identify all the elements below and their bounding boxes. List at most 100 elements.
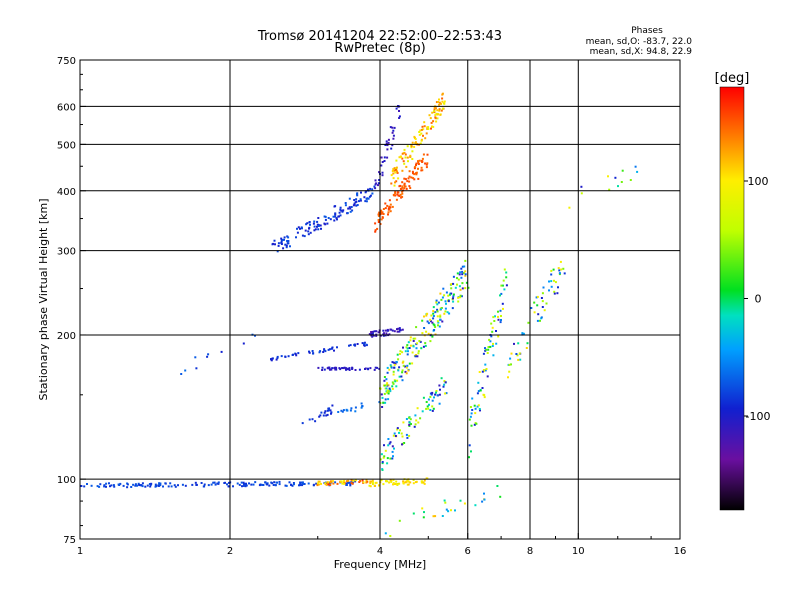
data-point [369, 194, 372, 197]
data-point [367, 368, 370, 371]
data-point [382, 213, 385, 215]
data-point [438, 325, 441, 328]
data-point [195, 367, 198, 370]
data-point [431, 125, 433, 128]
data-point [433, 108, 436, 111]
data-point [200, 482, 203, 484]
data-point [454, 286, 457, 289]
data-point [401, 169, 404, 172]
data-point [550, 273, 553, 276]
data-point [327, 348, 330, 351]
data-point [164, 482, 167, 485]
data-point [539, 319, 541, 322]
x-axis-ticks: 1 2 4 6 8 10 16 [77, 533, 686, 557]
data-point [456, 272, 459, 275]
data-point [421, 125, 424, 128]
x-tick-label: 4 [377, 546, 383, 557]
data-point [332, 215, 335, 218]
data-point [412, 172, 414, 175]
data-point [495, 330, 497, 332]
data-point [276, 250, 279, 253]
data-point [307, 482, 310, 485]
data-point [392, 382, 395, 385]
data-point [508, 363, 511, 366]
data-point [473, 423, 476, 426]
data-point [387, 392, 390, 395]
data-point [414, 423, 417, 426]
data-point [242, 481, 245, 484]
data-point [406, 180, 409, 183]
data-point [312, 484, 315, 487]
data-point [295, 236, 297, 239]
data-point [280, 355, 283, 358]
x-tick-label: 6 [465, 546, 471, 557]
data-point [280, 241, 283, 244]
data-point [441, 100, 444, 103]
data-point [617, 185, 619, 188]
data-point [363, 342, 365, 345]
data-point [167, 485, 170, 488]
data-point [351, 368, 354, 370]
data-point [383, 332, 385, 335]
data-point [505, 271, 508, 274]
data-point [430, 127, 432, 130]
data-point [463, 265, 466, 268]
data-point [393, 126, 396, 129]
data-point [481, 370, 484, 373]
data-point [316, 225, 318, 228]
data-point [243, 482, 245, 485]
data-point [385, 383, 388, 386]
data-point [436, 315, 439, 318]
data-point [450, 283, 453, 286]
data-point [397, 369, 400, 372]
data-point [370, 480, 372, 483]
data-point [334, 213, 337, 216]
data-point [431, 405, 434, 408]
data-point [554, 281, 557, 284]
data-point [348, 481, 351, 484]
data-point [398, 431, 400, 434]
data-point [314, 420, 317, 423]
data-point [321, 366, 324, 369]
data-point [468, 444, 471, 447]
data-point [301, 422, 304, 425]
data-point [389, 441, 392, 444]
data-point [372, 334, 375, 337]
data-point [306, 222, 309, 225]
data-point [274, 243, 276, 246]
data-point [412, 340, 415, 342]
data-point [444, 381, 447, 384]
data-point [479, 409, 481, 412]
data-point [384, 329, 387, 332]
data-point [438, 98, 440, 101]
data-point [444, 392, 447, 395]
data-point [419, 417, 422, 420]
data-point [430, 393, 433, 396]
data-point [420, 132, 423, 135]
data-point [413, 167, 416, 170]
data-point [477, 390, 480, 393]
data-point [323, 222, 326, 225]
data-point [354, 369, 357, 371]
data-point [170, 485, 173, 488]
data-point [327, 366, 330, 369]
data-point [232, 485, 234, 488]
data-point [389, 203, 392, 206]
data-point [404, 370, 407, 373]
data-point [326, 222, 329, 225]
data-point [272, 242, 275, 245]
y-tick-label: 200 [57, 331, 76, 342]
data-point [103, 484, 106, 487]
data-point [410, 145, 413, 148]
data-point [398, 482, 401, 485]
data-point [329, 481, 332, 484]
data-point [484, 347, 486, 350]
data-point [485, 368, 488, 370]
data-point [380, 164, 383, 167]
data-point [403, 162, 406, 165]
data-point [393, 379, 396, 382]
data-point [383, 384, 386, 387]
data-point [483, 498, 486, 501]
data-point [471, 409, 474, 411]
data-point [368, 333, 371, 336]
